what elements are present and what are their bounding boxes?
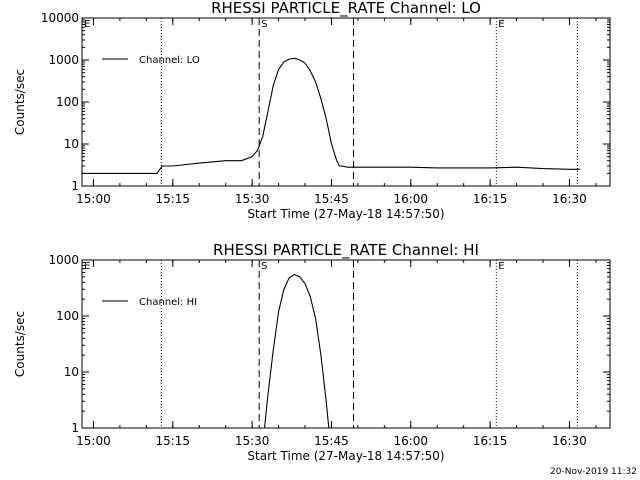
panel-1-y-tick-label-3: 100 bbox=[56, 95, 79, 109]
panel-1-x-tick-label-2: 15:15 bbox=[155, 192, 190, 206]
panel-2-y-tick-label-3: 100 bbox=[56, 309, 79, 323]
panel-2-event-marker-label-5: E bbox=[498, 261, 504, 272]
panel-2-legend-label: Channel: HI bbox=[139, 297, 197, 308]
panel-1-x-tick-label-3: 15:30 bbox=[235, 192, 270, 206]
panel-2-x-axis-label: Start Time (27-May-18 14:57:50) bbox=[247, 449, 444, 463]
panel-2-x-tick-label-3: 15:30 bbox=[235, 434, 270, 448]
panel-2-title: RHESSI PARTICLE_RATE Channel: HI bbox=[213, 241, 479, 260]
footer-timestamp: 20-Nov-2019 11:32 bbox=[550, 467, 637, 477]
panel-2-x-tick-label-1: 15:00 bbox=[76, 434, 111, 448]
panel-1-x-axis-label: Start Time (27-May-18 14:57:50) bbox=[247, 207, 444, 221]
panel-1-y-tick-label-5: 10000 bbox=[41, 11, 79, 25]
panel-2-series-line-1 bbox=[263, 273, 330, 429]
panel-2-x-tick-label-6: 16:15 bbox=[473, 434, 508, 448]
panel-1-x-tick-label-7: 16:30 bbox=[552, 192, 587, 206]
panel-2-y-tick-label-2: 10 bbox=[64, 365, 79, 379]
panel-1-event-marker-label-3: S bbox=[261, 19, 267, 30]
panel-1-y-tick-label-1: 1 bbox=[71, 179, 79, 193]
panel-1-legend-label: Channel: LO bbox=[139, 55, 200, 66]
panel-1-y-tick-label-4: 1000 bbox=[48, 53, 79, 67]
panel-1-x-tick-label-5: 16:00 bbox=[393, 192, 428, 206]
panel-1-x-tick-label-6: 16:15 bbox=[473, 192, 508, 206]
panel-2-y-tick-label-1: 1 bbox=[71, 421, 79, 435]
panel-2-event-marker-label-3: S bbox=[261, 261, 267, 272]
panel-2-x-tick-label-4: 15:45 bbox=[314, 434, 349, 448]
panel-1-x-tick-label-1: 15:00 bbox=[76, 192, 111, 206]
panel-2-event-marker-label-1: E bbox=[84, 261, 90, 272]
panel-1-title: RHESSI PARTICLE_RATE Channel: LO bbox=[211, 0, 481, 18]
panel-2-y-tick-label-4: 1000 bbox=[48, 253, 79, 267]
panel-2-y-axis-label: Counts/sec bbox=[13, 311, 27, 377]
panel-1-x-tick-label-4: 15:45 bbox=[314, 192, 349, 206]
panel-1-series-line-1 bbox=[82, 57, 580, 174]
panel-1-y-tick-label-2: 10 bbox=[64, 137, 79, 151]
panel-1-y-axis-label: Counts/sec bbox=[13, 69, 27, 135]
panel-2-x-tick-label-7: 16:30 bbox=[552, 434, 587, 448]
panel-2-x-tick-label-5: 16:00 bbox=[393, 434, 428, 448]
panel-2-x-tick-label-2: 15:15 bbox=[155, 434, 190, 448]
panel-1-event-marker-label-1: E bbox=[84, 19, 90, 30]
panel-1-event-marker-label-5: E bbox=[498, 19, 504, 30]
